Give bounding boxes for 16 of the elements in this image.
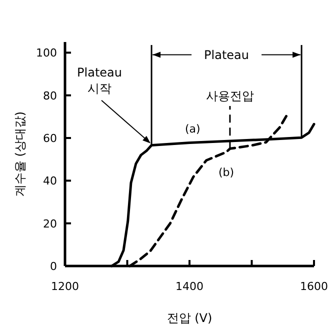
x-tick-label: 1200 xyxy=(51,280,79,293)
y-tick-label: 40 xyxy=(43,174,57,188)
x-axis-title: 전압 (V) xyxy=(166,311,212,325)
annotation: Plateau 시작 xyxy=(77,65,122,96)
x-tick-label: 1600 xyxy=(300,280,328,293)
y-tick-label: 60 xyxy=(43,132,57,145)
series-label: (b) xyxy=(218,166,234,179)
y-tick-label: 100 xyxy=(36,46,57,60)
ref-line-label: 사용전압 xyxy=(206,89,254,103)
annotation: Plateau xyxy=(204,48,250,62)
y-tick-label: 80 xyxy=(43,89,57,102)
series-label: (a) xyxy=(184,122,200,136)
y-tick-label: 0 xyxy=(50,260,57,273)
y-tick-label: 20 xyxy=(43,217,57,230)
x-tick-label: 1400 xyxy=(176,280,204,293)
y-axis-title: 계수율 (상대값) xyxy=(13,111,27,197)
